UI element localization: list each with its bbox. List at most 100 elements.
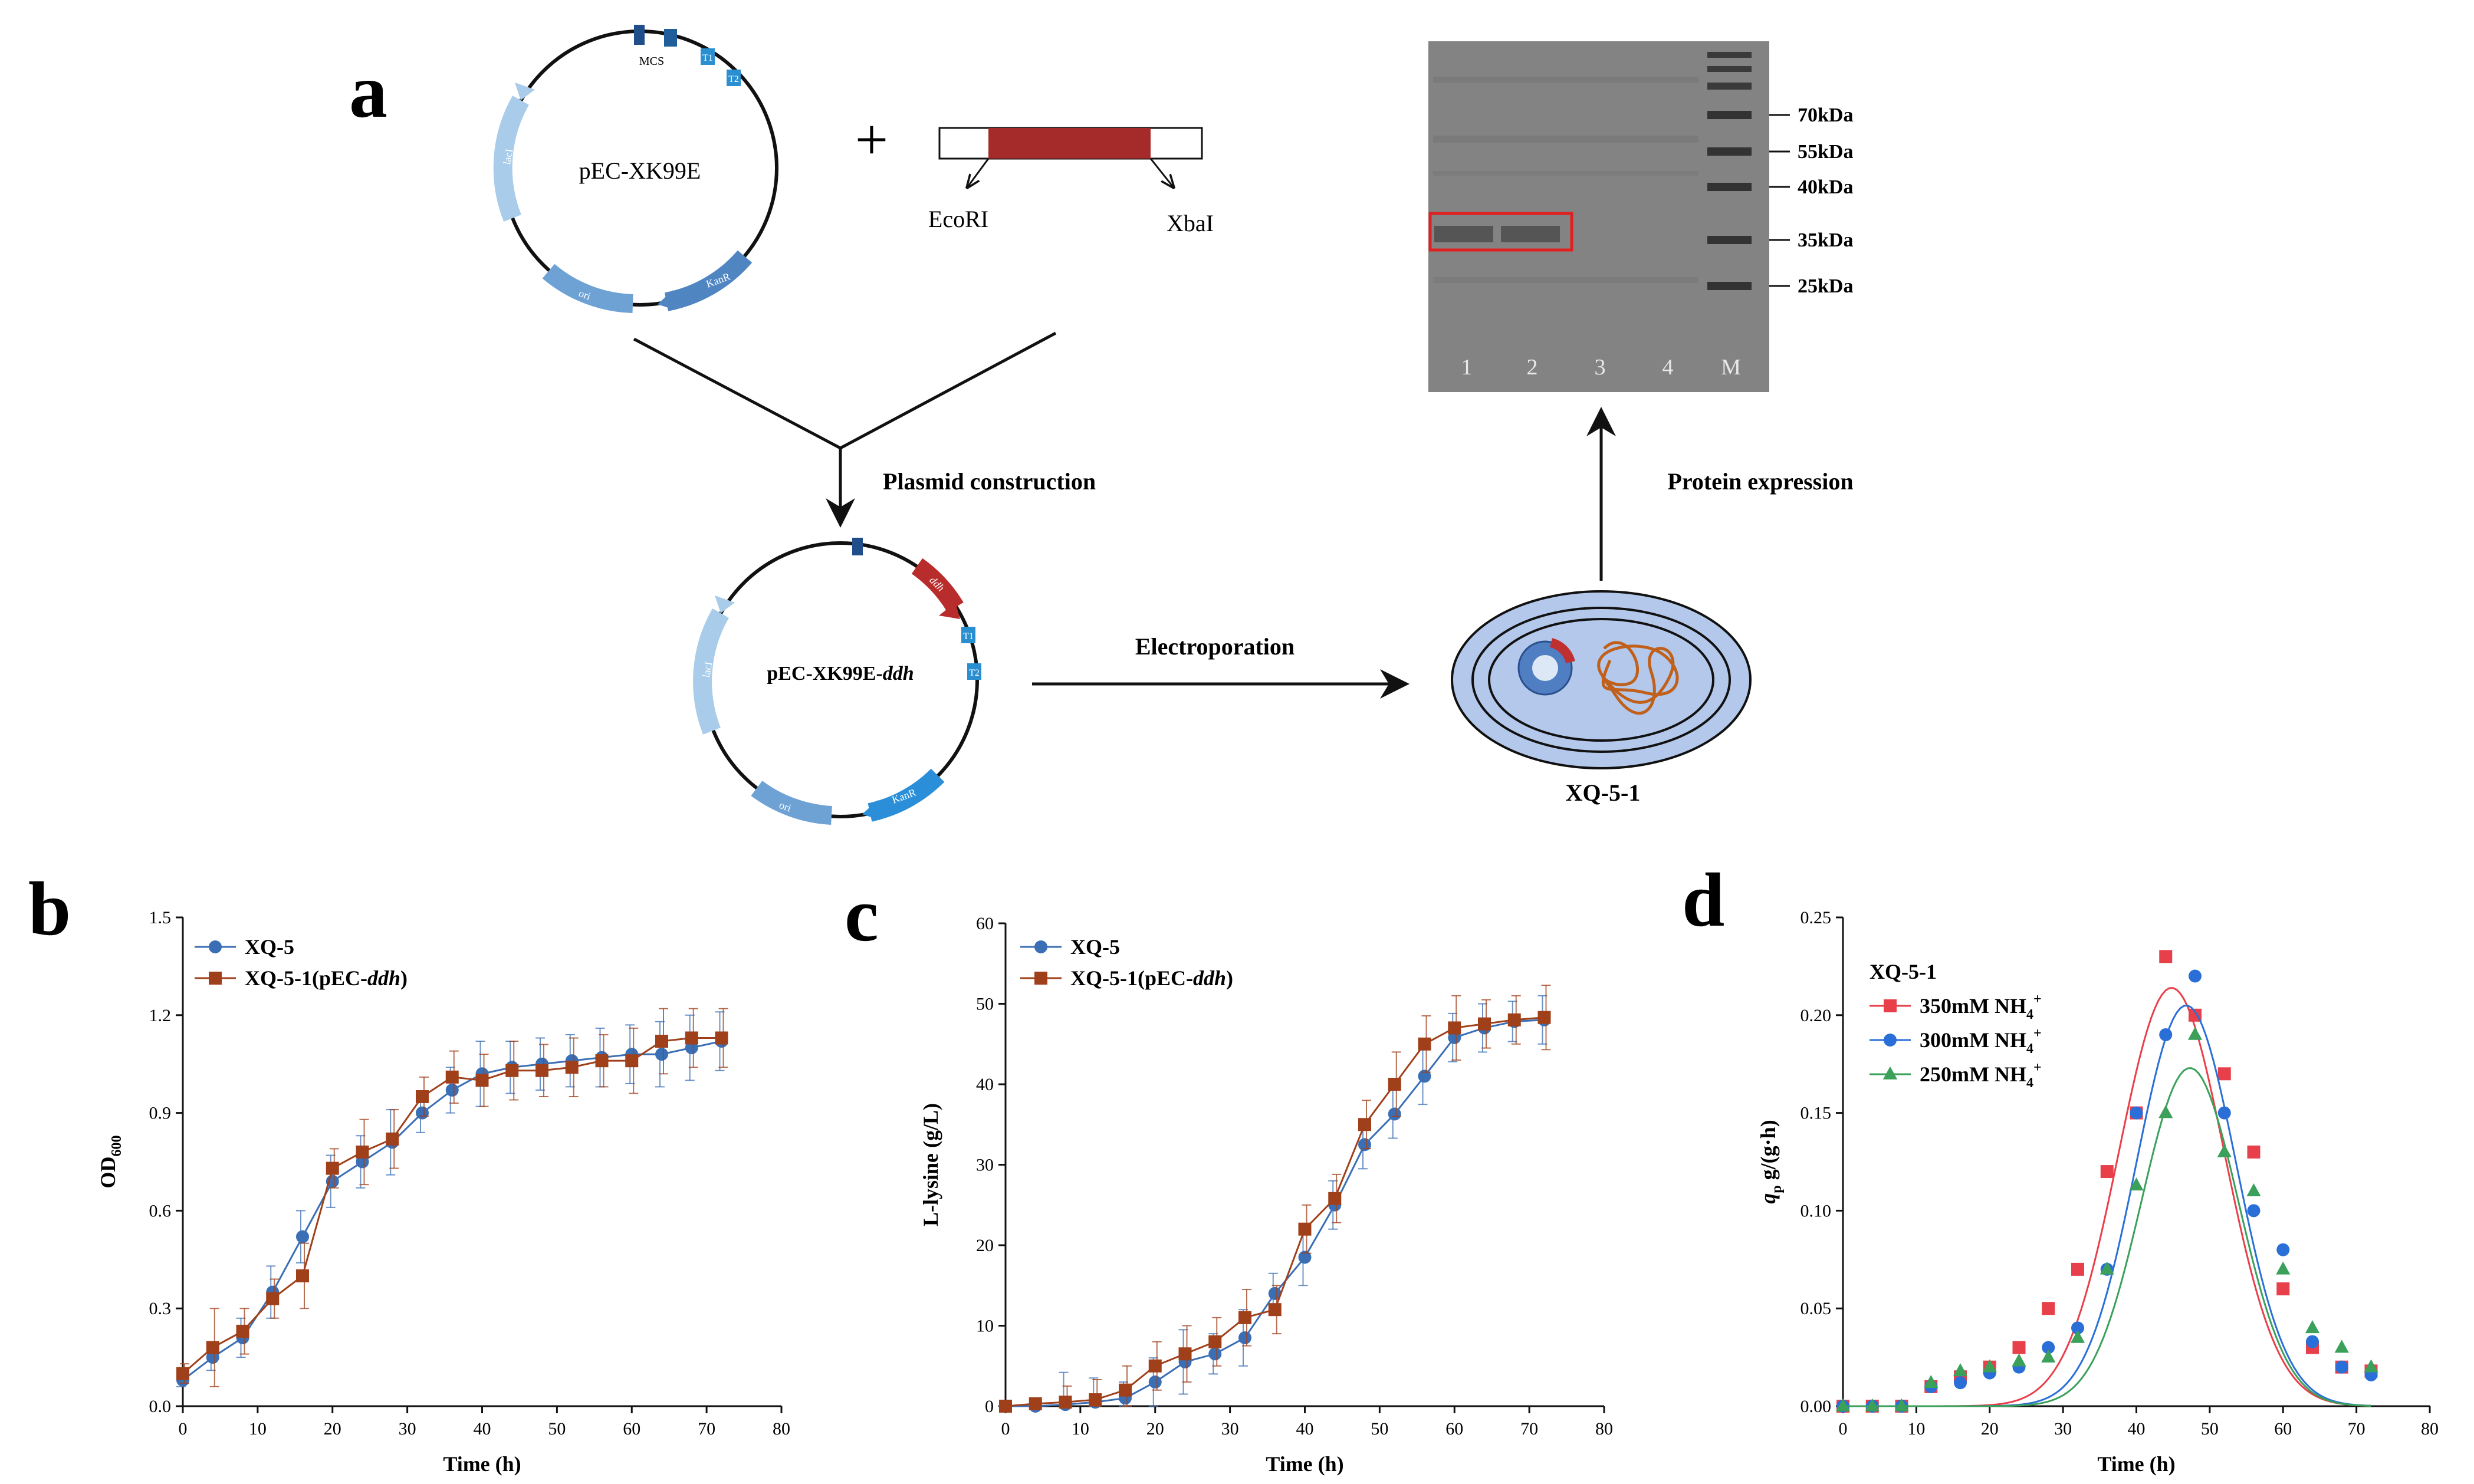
legend-marker bbox=[1882, 1066, 1898, 1080]
data-point bbox=[1418, 1070, 1431, 1083]
gel-marker-70: 70kDa bbox=[1798, 104, 1853, 126]
series-1 bbox=[176, 1011, 728, 1387]
chart-od600: 0 10 20 30 40 50 60 70 80 0.0 0.3 0.6 0.9 1.2 1.5 Time … bbox=[96, 908, 790, 1476]
plasmid2-ddh-arrow bbox=[939, 603, 960, 619]
plasmid2-t2-block bbox=[967, 663, 981, 680]
data-point bbox=[535, 1064, 548, 1077]
y-tick-label: 50 bbox=[976, 995, 994, 1014]
x-tick-label: 30 bbox=[399, 1419, 416, 1439]
data-point bbox=[2247, 1204, 2261, 1218]
x-tick-label: 10 bbox=[249, 1419, 267, 1439]
y-axis-label: qp g/(g·h) bbox=[1756, 1120, 1785, 1203]
series-2 bbox=[1836, 969, 2378, 1413]
plasmid1-mcs-block bbox=[634, 25, 645, 45]
legend: XQ-5 XQ-5-1(pEC-ddh) bbox=[195, 935, 408, 990]
data-point bbox=[1298, 1251, 1312, 1264]
panel-label-d: d bbox=[1682, 858, 1724, 943]
y-tick-label: 0.25 bbox=[1801, 908, 1832, 927]
legend-label: 300mM NH4+ bbox=[1920, 1026, 2042, 1057]
x-tick-label: 0 bbox=[1001, 1419, 1010, 1439]
x-tick-label: 10 bbox=[1907, 1419, 1925, 1439]
data-point bbox=[1208, 1335, 1222, 1348]
data-point bbox=[2305, 1320, 2320, 1334]
data-point bbox=[715, 1031, 728, 1045]
plus-sign: + bbox=[855, 107, 888, 172]
sds-page-gel: 1 2 3 4 M 70kDa 55kDa 40kDa 35kDa 25kDa bbox=[1428, 41, 1853, 392]
y-tick-label: 0.6 bbox=[149, 1201, 172, 1220]
legend: XQ-5 XQ-5-1(pEC-ddh) bbox=[1020, 935, 1233, 990]
chart-qp: 0 10 20 30 40 50 60 70 80 0.00 0.05 0.10 0.15 0.20 0.2… bbox=[1756, 908, 2439, 1476]
legend-title: XQ-5-1 bbox=[1870, 960, 1937, 983]
y-tick-label: 0 bbox=[985, 1397, 994, 1416]
strain-label: XQ-5-1 bbox=[1566, 779, 1641, 806]
series-line bbox=[1005, 1016, 1545, 1407]
data-point bbox=[1835, 1398, 1851, 1411]
x-tick-label: 60 bbox=[2274, 1419, 2292, 1439]
fit-curve bbox=[1843, 1067, 2371, 1407]
data-point bbox=[236, 1324, 249, 1338]
data-point bbox=[655, 1048, 668, 1061]
cell-plasmid-hole bbox=[1532, 655, 1558, 681]
plasmid2-laci-arrow bbox=[715, 595, 735, 613]
plasmid1-t1-label: T1 bbox=[702, 53, 713, 63]
y-tick-label: 0.20 bbox=[1801, 1006, 1832, 1025]
data-point bbox=[475, 1074, 489, 1087]
data-point bbox=[685, 1041, 698, 1055]
gel-band-lane2 bbox=[1501, 226, 1560, 242]
plasmid1-kanr-arrow bbox=[658, 290, 675, 310]
gel-band-lane1 bbox=[1434, 226, 1493, 242]
series-2 bbox=[999, 985, 1551, 1413]
cell-xq-5-1: XQ-5-1 bbox=[1451, 590, 1752, 806]
data-point bbox=[1059, 1396, 1072, 1409]
data-point bbox=[206, 1341, 219, 1354]
marker-band bbox=[1707, 83, 1752, 90]
data-point bbox=[445, 1070, 459, 1084]
data-point bbox=[1178, 1347, 1192, 1361]
data-point bbox=[505, 1064, 519, 1077]
marker-band bbox=[1707, 236, 1752, 244]
data-point bbox=[2217, 1067, 2231, 1081]
gel-lane-1: 1 bbox=[1461, 355, 1473, 380]
legend-marker bbox=[1884, 999, 1897, 1012]
insert-gene-block bbox=[988, 128, 1151, 159]
data-point bbox=[685, 1031, 698, 1045]
series-3 bbox=[1835, 1026, 2378, 1411]
plasmid-pec-xk99e: pEC-XK99E MCS T1 T2 KanR ori lacI bbox=[493, 25, 778, 313]
data-point bbox=[1238, 1311, 1251, 1324]
data-point bbox=[2100, 1261, 2114, 1275]
x-tick-label: 20 bbox=[1146, 1419, 1164, 1439]
xbai-label: XbaI bbox=[1167, 210, 1214, 236]
x-tick-label: 80 bbox=[773, 1419, 790, 1439]
x-tick-label: 80 bbox=[1595, 1419, 1613, 1439]
legend-marker bbox=[209, 972, 222, 985]
data-point bbox=[655, 1035, 668, 1048]
series-2 bbox=[176, 1008, 728, 1387]
y-tick-label: 0.0 bbox=[149, 1397, 172, 1416]
x-tick-label: 30 bbox=[2054, 1419, 2072, 1439]
gel-faint-band bbox=[1433, 136, 1698, 143]
data-point bbox=[1418, 1037, 1431, 1051]
x-tick-label: 80 bbox=[2421, 1419, 2439, 1439]
data-point bbox=[416, 1106, 429, 1120]
data-point bbox=[1924, 1375, 1939, 1388]
data-point bbox=[416, 1090, 429, 1103]
plasmid1-laci-arc bbox=[493, 96, 530, 222]
plasmid1-laci-arrow bbox=[515, 83, 535, 100]
gel-marker-55: 55kDa bbox=[1798, 141, 1853, 163]
panel-label-b: b bbox=[28, 867, 71, 952]
data-point bbox=[2158, 1105, 2173, 1118]
plasmid2-t1-block bbox=[961, 627, 975, 643]
marker-band bbox=[1707, 52, 1752, 58]
y-tick-label: 0.3 bbox=[149, 1299, 172, 1318]
marker-band bbox=[1707, 66, 1752, 72]
x-tick-label: 30 bbox=[1221, 1419, 1239, 1439]
merge-line-left bbox=[633, 337, 842, 450]
plasmid1-name: pEC-XK99E bbox=[579, 157, 701, 184]
data-point bbox=[2071, 1262, 2084, 1276]
x-tick-label: 40 bbox=[2128, 1419, 2146, 1439]
x-tick-label: 10 bbox=[1072, 1419, 1089, 1439]
gel-lane-3: 3 bbox=[1595, 355, 1606, 380]
ddh-insert: EcoRI XbaI bbox=[928, 127, 1214, 236]
x-tick-label: 0 bbox=[179, 1419, 188, 1439]
data-point bbox=[1865, 1398, 1880, 1411]
